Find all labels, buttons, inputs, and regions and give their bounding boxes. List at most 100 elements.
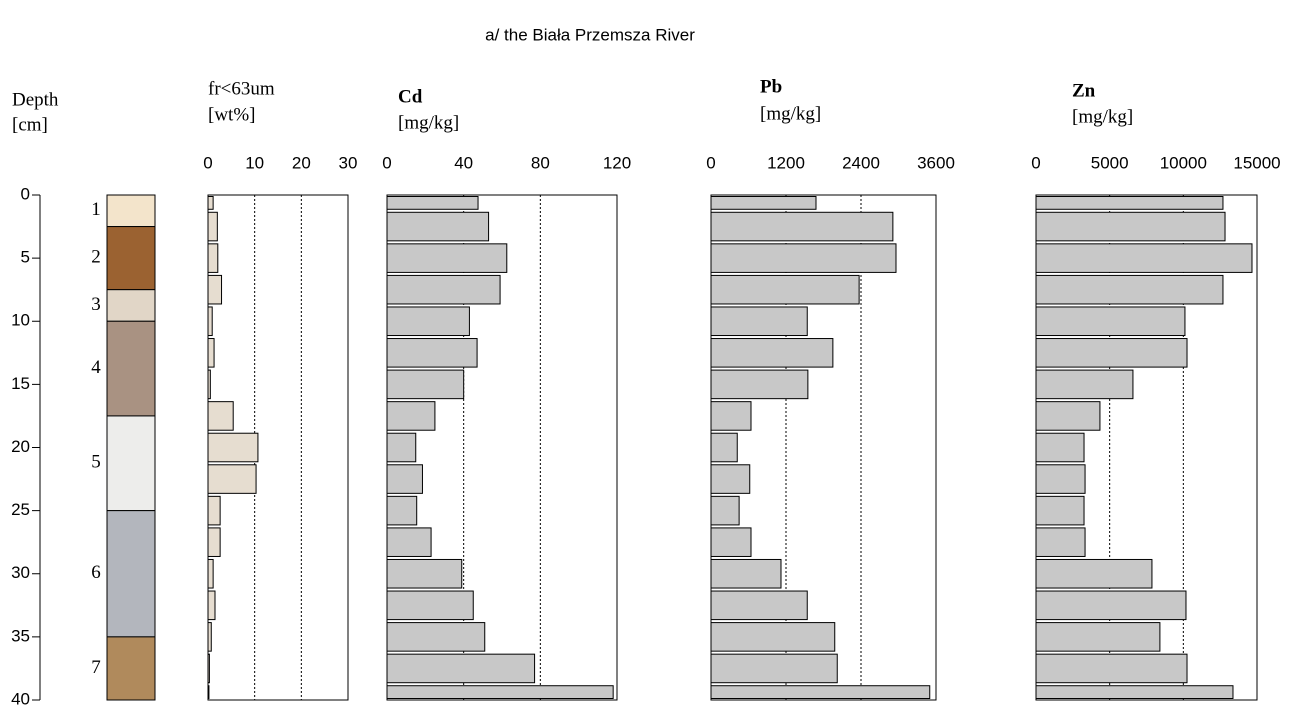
bar: [1035, 369, 1134, 400]
y-tick-label: 10: [11, 311, 30, 330]
bar: [1035, 338, 1188, 368]
bar: [710, 338, 834, 368]
lithology-layer: [106, 194, 156, 228]
bar: [1035, 306, 1186, 337]
lithology-layer: [106, 636, 156, 701]
panel-frame: [207, 194, 349, 701]
panel-unit: [wt%]: [208, 104, 255, 125]
x-tick-label: 20: [292, 153, 311, 172]
bar: [386, 653, 536, 684]
bar: [386, 527, 432, 557]
bar: [1035, 527, 1086, 557]
bar: [207, 527, 221, 557]
bar: [710, 558, 782, 589]
bar: [710, 401, 752, 431]
layer-label: 4: [91, 357, 101, 378]
panel-title: Pb: [760, 76, 782, 97]
axis-unit: [cm]: [12, 114, 48, 135]
panel-title: Zn: [1072, 80, 1096, 101]
x-tick-label: 3600: [917, 153, 955, 172]
x-tick-label: 15000: [1233, 153, 1280, 172]
bar: [1035, 211, 1226, 242]
lithology-layer: [106, 320, 156, 417]
bar: [710, 306, 808, 337]
y-tick-label: 5: [21, 248, 30, 267]
y-tick-label: 20: [11, 437, 30, 456]
bar: [207, 243, 219, 273]
bar: [207, 196, 214, 210]
x-tick-label: 10000: [1160, 153, 1207, 172]
bar: [710, 590, 808, 621]
bar: [710, 211, 894, 242]
x-tick-label: 40: [454, 153, 473, 172]
bar: [207, 401, 234, 431]
bar: [386, 401, 436, 431]
bar: [710, 464, 751, 494]
bar: [1035, 622, 1161, 652]
bar: [710, 432, 738, 463]
layer-label: 1: [91, 199, 101, 220]
bar: [710, 653, 838, 684]
bar: [386, 369, 465, 400]
x-tick-label: 80: [531, 153, 550, 172]
x-tick-label: 0: [382, 153, 391, 172]
bar: [1035, 464, 1086, 494]
bar: [386, 196, 479, 210]
panel-unit: [mg/kg]: [760, 103, 821, 124]
bar: [207, 432, 259, 463]
panel-frame: [1035, 194, 1258, 701]
x-tick-label: 5000: [1091, 153, 1129, 172]
bar: [386, 558, 463, 589]
bar: [1035, 495, 1085, 526]
bar: [386, 211, 490, 242]
bar: [386, 338, 478, 368]
bar: [710, 369, 809, 400]
bar: [710, 527, 752, 557]
layer-label: 6: [91, 562, 101, 583]
bar: [710, 243, 897, 273]
bar: [1035, 590, 1187, 621]
bar: [386, 622, 486, 652]
y-tick-label: 0: [21, 184, 30, 203]
bar: [1035, 685, 1234, 699]
x-tick-label: 30: [339, 153, 358, 172]
bar: [386, 274, 501, 305]
x-tick-label: 0: [203, 153, 212, 172]
x-tick-label: 0: [706, 153, 715, 172]
lithology-layer: [106, 415, 156, 512]
layer-label: 5: [91, 452, 101, 473]
y-tick-label: 35: [11, 626, 30, 645]
axis-title: Depth: [12, 89, 59, 110]
layer-label: 7: [91, 657, 101, 678]
bar: [1035, 401, 1101, 431]
bar: [386, 495, 418, 526]
panel-unit: [mg/kg]: [398, 112, 459, 133]
chart-title: a/ the Biała Przemsza River: [485, 25, 695, 44]
lithology-layer: [106, 226, 156, 291]
bar: [710, 274, 860, 305]
x-tick-label: 1200: [767, 153, 805, 172]
y-tick-label: 15: [11, 374, 30, 393]
bar: [207, 274, 223, 305]
bar: [386, 306, 470, 337]
y-tick-label: 25: [11, 500, 30, 519]
panel-title: Cd: [398, 86, 423, 107]
panel-frame: [386, 194, 618, 701]
layer-label: 3: [91, 294, 101, 315]
bar: [207, 590, 216, 621]
lithology-layer: [106, 289, 156, 322]
panel-title: fr<63um: [208, 78, 275, 99]
bar: [207, 558, 214, 589]
y-tick-label: 40: [11, 689, 30, 708]
bar: [710, 196, 817, 210]
bar: [207, 211, 218, 242]
bar: [710, 495, 740, 526]
bar: [1035, 196, 1224, 210]
panel-frame: [710, 194, 937, 701]
bar: [207, 338, 215, 368]
bar: [386, 243, 508, 273]
bar: [386, 432, 417, 463]
bar: [386, 685, 614, 699]
y-tick-label: 30: [11, 563, 30, 582]
